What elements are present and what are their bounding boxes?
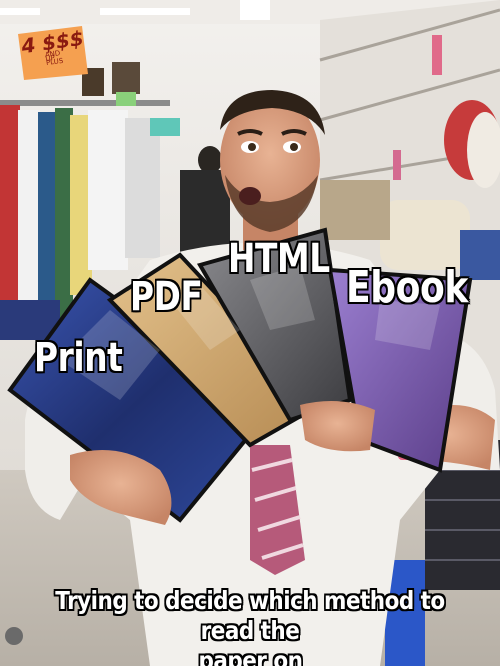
meme-caption: Trying to decide which method to read th… <box>0 586 500 666</box>
label-print: Print <box>34 335 123 381</box>
caption-line-2: paper on <box>198 646 302 666</box>
label-pdf: PDF <box>130 274 203 320</box>
label-html: HTML <box>228 236 330 282</box>
label-ebook: Ebook <box>346 262 469 313</box>
caption-line-1: Trying to decide which method to read th… <box>55 586 445 645</box>
